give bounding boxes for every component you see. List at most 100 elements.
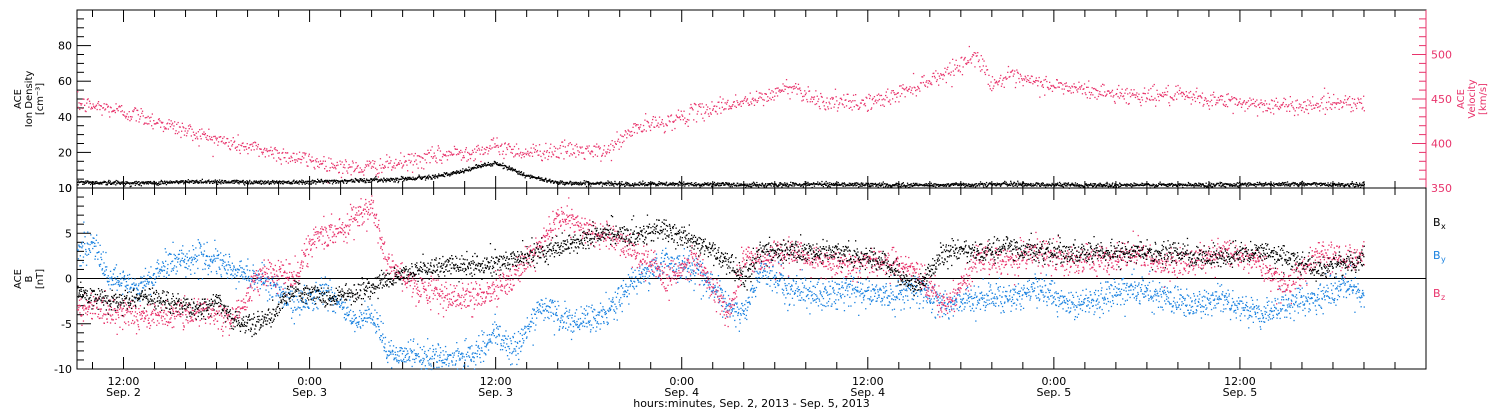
velocity-points-point [875,102,878,104]
velocity-points-point [1060,82,1062,84]
density-points-point [1007,183,1009,186]
velocity-points-point [347,167,349,169]
velocity-points-point [594,154,596,156]
velocity-points-point [1059,82,1061,84]
density-points-point [874,183,876,185]
density-points-point [124,185,126,187]
density-points-point [491,165,494,167]
velocity-points-point [905,86,908,88]
velocity-points-point [429,162,431,164]
by-points-point [112,284,114,286]
velocity-points-point [729,107,731,110]
by-points-point [104,274,106,276]
velocity-points-point [899,85,901,87]
density-points-point [312,180,314,182]
density-points-point [731,183,733,185]
density-points-point [161,181,163,183]
density-points-point [214,182,216,184]
by-points-point [99,265,101,267]
velocity-points-point [213,142,216,144]
density-points-point [605,184,608,186]
velocity-points-point [765,93,767,95]
density-points-point [1037,182,1039,184]
velocity-points-point [1152,85,1154,87]
velocity-points-point [825,102,827,104]
velocity-points-point [394,167,396,169]
density-points-point [1008,184,1010,186]
density-points-point [346,179,348,182]
by-points-point [104,270,106,272]
density-points-point [878,184,880,186]
density-points-point [866,183,868,185]
density-points-point [1132,185,1135,187]
density-points-point [816,183,818,185]
density-points-point [412,176,414,178]
velocity-points-point [1256,115,1259,117]
velocity-points-point [834,103,836,105]
density-points-point [1339,184,1342,186]
velocity-points-point [612,149,615,151]
velocity-points-point [100,105,102,107]
velocity-points-point [632,126,634,128]
density-points-point [309,180,311,183]
density-points-point [375,179,377,181]
velocity-points-point [1093,87,1095,90]
velocity-points-point [1194,97,1196,99]
density-points-point [358,181,360,183]
velocity-points-point [670,115,672,117]
velocity-points-point [1176,98,1178,100]
density-points-point [336,182,338,184]
density-points-point [869,184,871,186]
velocity-points-point [919,90,921,92]
velocity-points-point [1169,96,1171,98]
velocity-points-point [491,147,493,149]
density-points-point [978,183,980,185]
velocity-points-point [79,102,82,105]
velocity-points-point [909,86,911,88]
velocity-points-point [984,71,986,74]
velocity-points-point [769,97,771,99]
by-points-point [108,284,110,286]
density-points-point [420,178,423,180]
velocity-points-point [127,118,129,121]
velocity-points-point [460,149,462,152]
density-points-point [915,184,917,186]
density-points-point [834,184,836,186]
velocity-points-point [784,88,786,90]
velocity-points-point [519,153,521,155]
density-points-point [953,183,956,185]
density-points-point [728,182,730,184]
by-points-point [113,283,115,285]
velocity-points-point [1169,104,1171,107]
velocity-points-point [770,98,772,101]
density-points-point [703,184,705,187]
velocity-points-point [580,147,582,149]
density-points-point [607,180,609,182]
density-points-point [394,179,396,181]
by-points-point [99,244,101,246]
density-points-point [964,186,966,188]
velocity-points-point [1284,98,1287,101]
density-points-point [1194,184,1196,187]
density-points-point [1288,183,1290,185]
density-points-point [359,178,361,180]
density-points-point [507,167,509,169]
velocity-points-point [104,108,107,110]
density-points-point [665,182,667,184]
velocity-points-point [1267,107,1269,109]
density-points-point [552,180,554,182]
density-points-point [493,163,495,165]
velocity-points-point [1116,88,1118,90]
velocity-points-point [628,134,631,136]
velocity-points-point [1194,100,1197,103]
density-points-point [1359,183,1361,186]
density-points-point [1357,185,1359,187]
velocity-points-point [699,103,701,105]
density-points-point [279,182,282,185]
density-points-point [925,184,928,187]
density-points-point [1005,183,1007,185]
density-points-point [1344,184,1346,187]
velocity-points-point [1213,91,1215,93]
density-points-point [345,182,348,184]
density-points-point [1343,186,1345,188]
